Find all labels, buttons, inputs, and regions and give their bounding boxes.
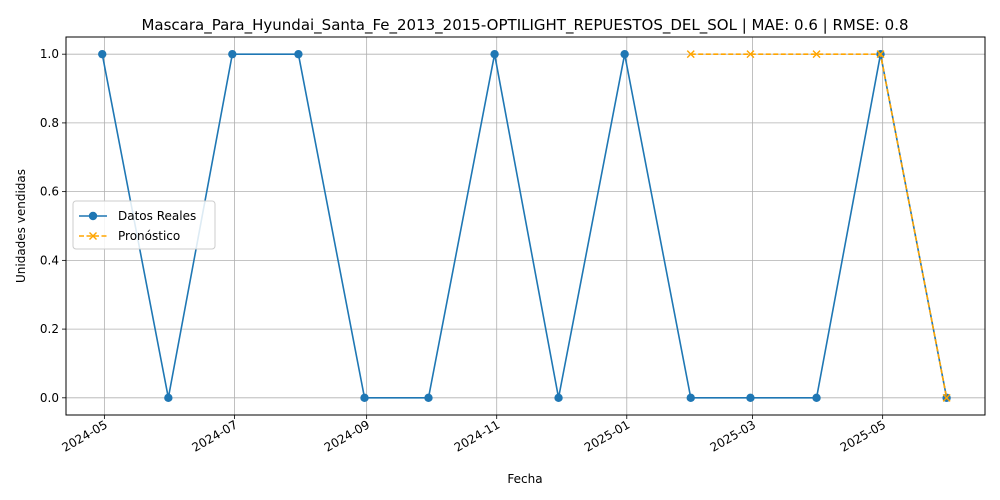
series-line-2 — [690, 53, 948, 398]
data-point — [812, 393, 821, 403]
y-tick-label: 0.0 — [40, 391, 59, 405]
forecast-point — [812, 50, 821, 59]
forecast-point — [686, 50, 695, 59]
data-point — [746, 393, 755, 403]
legend-marker-1 — [88, 211, 98, 221]
data-point — [490, 49, 499, 59]
forecast-point — [942, 393, 951, 402]
x-tick-label: 2025-01 — [582, 417, 632, 454]
legend-marker-2 — [89, 232, 97, 240]
data-point — [98, 49, 107, 59]
x-tick-label: 2025-05 — [838, 417, 888, 454]
data-point — [554, 393, 563, 403]
x-tick-label: 2024-07 — [190, 417, 240, 454]
legend-label-1: Datos Reales — [118, 209, 196, 223]
data-point — [360, 393, 369, 403]
data-point — [294, 49, 303, 59]
data-point — [228, 49, 237, 59]
forecast-point-stroke — [812, 50, 821, 59]
legend: Datos Reales Pronóstico — [72, 200, 216, 250]
forecast-point-stroke — [876, 50, 885, 59]
grid — [66, 37, 985, 415]
x-tick-label: 2024-05 — [59, 417, 109, 454]
chart-title: Mascara_Para_Hyundai_Santa_Fe_2013_2015-… — [141, 16, 908, 35]
forecast-point-stroke — [942, 393, 951, 402]
plot-frame — [65, 36, 986, 416]
y-axis-label: Unidades vendidas — [14, 169, 28, 283]
legend-label-2: Pronóstico — [118, 229, 180, 243]
forecast-point-stroke — [686, 50, 695, 59]
x-tick-label: 2024-09 — [322, 417, 372, 454]
x-tick-label: 2025-03 — [708, 417, 758, 454]
y-tick-label: 1.0 — [40, 47, 59, 61]
forecast-point-stroke — [746, 50, 755, 59]
data-point — [686, 393, 695, 403]
data-point — [620, 49, 629, 59]
x-tick-label: 2024-11 — [452, 417, 502, 454]
series-line-1 — [101, 53, 948, 399]
series-layer — [98, 49, 951, 403]
x-axis-label: Fecha — [507, 472, 542, 486]
y-tick-label: 0.2 — [40, 322, 59, 336]
y-tick-label: 0.4 — [40, 253, 59, 267]
forecast-point — [746, 50, 755, 59]
data-point — [164, 393, 173, 403]
legend-box — [72, 200, 216, 250]
y-tick-label: 0.8 — [40, 116, 59, 130]
y-tick-label: 0.6 — [40, 185, 59, 199]
data-point — [424, 393, 433, 403]
legend-marker-stroke — [89, 232, 97, 240]
forecast-point — [876, 50, 885, 59]
